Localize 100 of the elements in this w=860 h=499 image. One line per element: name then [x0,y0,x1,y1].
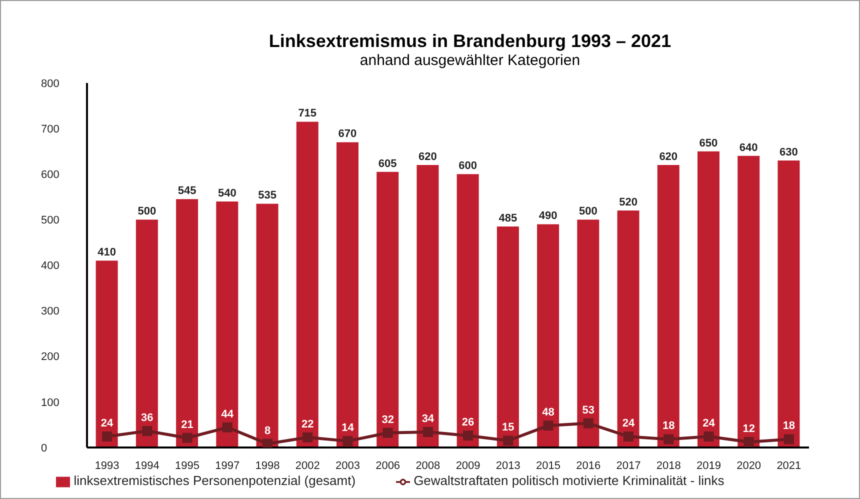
x-tick-label: 2003 [335,460,360,472]
bar [296,122,318,448]
x-tick-label: 2019 [696,460,721,472]
x-tick-label: 2020 [736,460,762,472]
data-label: 600 [458,160,478,172]
bar [256,204,278,448]
point [142,426,152,436]
x-tick-label: 2017 [616,460,641,472]
data-label: 410 [98,246,116,259]
y-tick-label: 0 [41,442,48,454]
y-tick-label: 500 [41,214,60,227]
data-label: 44 [221,408,234,420]
x-tick-label: 2013 [496,460,520,472]
data-label: 500 [578,206,598,218]
x-tick-label: 2002 [295,460,320,472]
y-tick-label: 200 [41,351,60,364]
point [262,438,272,448]
data-label: 53 [582,404,595,416]
x-tick-label: 2018 [656,460,681,472]
x-tick-label: 2009 [456,460,480,472]
data-label: 14 [342,422,355,434]
bar [537,224,560,448]
bar [617,210,640,448]
data-label: 650 [699,137,718,150]
data-label: 715 [298,108,317,120]
bar [336,142,358,448]
point [382,428,393,438]
bar [416,165,439,448]
data-label: 26 [462,416,474,429]
data-label: 24 [702,418,716,430]
data-label: 640 [739,142,758,154]
point [182,432,192,443]
legend-label: Gewaltstraftaten politisch motivierte Kriminalität - links [414,473,724,488]
data-label: 24 [100,418,114,430]
chart-title: Linksextremismus in Brandenburg 1993 – 2021 [268,31,672,52]
bar [96,260,118,448]
point [744,436,754,447]
data-label: 670 [338,128,357,140]
data-label: 18 [662,420,675,432]
x-tick-label: 2008 [416,460,440,472]
x-tick-label: 1994 [134,460,160,472]
data-label: 34 [422,412,435,425]
bar [496,226,519,448]
x-tick-label: 1995 [175,460,200,472]
x-tick-label: 1993 [94,460,120,472]
bar [376,172,399,448]
chart-subtitle: anhand ausgewählter Kategorien [358,52,582,69]
point [664,434,674,444]
bar [216,201,238,448]
bar [657,165,680,448]
data-label: 535 [258,190,276,202]
x-tick-label: 2006 [376,460,400,472]
data-label: 48 [542,406,554,419]
y-tick-label: 100 [41,396,60,409]
point [102,432,112,442]
data-label: 21 [181,418,194,431]
point [342,436,353,446]
point [422,426,433,437]
data-label: 545 [178,185,196,198]
data-label: 8 [264,424,271,437]
point [503,436,514,446]
point [222,422,232,432]
point [302,432,313,442]
point [624,432,634,442]
data-label: 620 [659,151,678,163]
data-label: 32 [382,414,394,426]
x-tick-label: 2016 [576,460,601,472]
point [784,434,794,444]
bar [577,220,600,448]
x-tick-label: 2021 [776,460,802,472]
legend-label: linksextremistisches Personenpotenzial (gesamt) [74,473,356,488]
data-label: 18 [782,420,796,432]
data-label: 540 [218,187,236,200]
bar [136,220,158,448]
x-tick-label: 2015 [536,460,561,472]
data-label: 630 [780,146,798,158]
data-label: 500 [138,206,156,218]
data-label: 36 [141,412,154,424]
data-label: 485 [498,212,518,224]
x-tick-label: 1997 [215,460,240,472]
bar [456,174,479,448]
data-label: 22 [301,418,314,430]
point [583,418,594,428]
point [704,432,714,442]
data-label: 520 [619,196,638,209]
y-tick-label: 800 [41,78,60,90]
data-label: 24 [622,418,636,430]
y-tick-label: 400 [41,260,60,272]
y-tick-label: 300 [41,306,60,318]
bar [738,156,760,448]
data-label: 620 [418,151,437,163]
y-tick-label: 600 [41,169,60,182]
data-label: 15 [502,422,514,434]
bar [176,199,198,448]
data-label: 490 [538,210,558,222]
point [463,430,474,441]
bar [778,160,800,448]
y-tick-label: 700 [41,123,60,136]
x-tick-label: 1998 [255,460,280,472]
point [543,420,554,431]
